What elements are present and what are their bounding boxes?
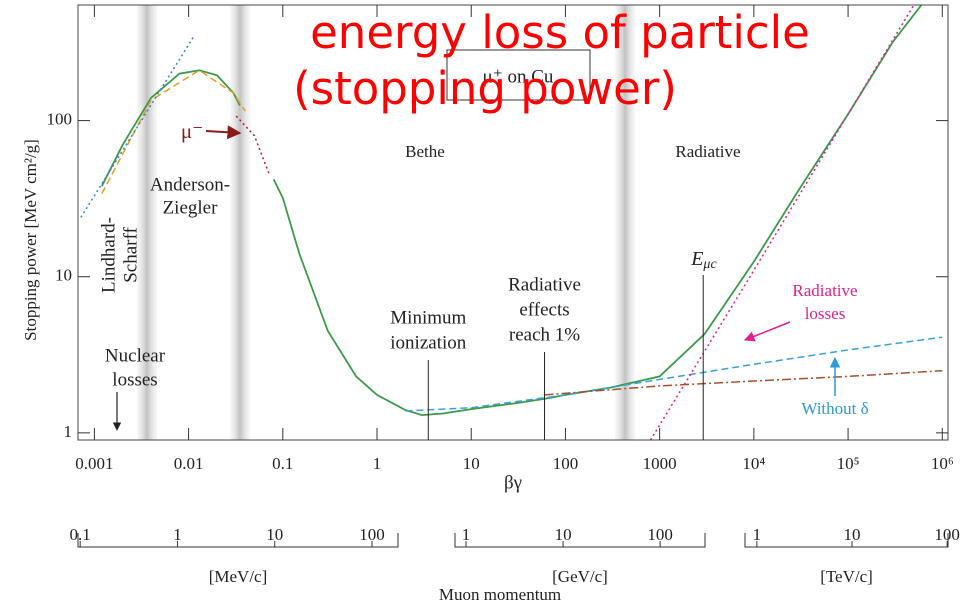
marker-label: Minimum — [390, 307, 466, 328]
region-label: Lindhard- — [98, 217, 119, 293]
x-tick-label: 100 — [553, 454, 579, 473]
momentum-tick-label: 10 — [555, 525, 572, 544]
momentum-tick-label: 1 — [462, 525, 471, 544]
marker-label-main: E — [690, 248, 703, 270]
series-line — [235, 115, 271, 175]
x-tick-label: 10 — [463, 454, 480, 473]
momentum-tick-label: 0.1 — [70, 525, 91, 544]
x-tick-label: 0.01 — [174, 454, 204, 473]
x-tick-label: 1000 — [643, 454, 677, 473]
momentum-tick-label: 100 — [359, 525, 385, 544]
momentum-axis — [744, 533, 949, 548]
region-label: Bethe — [405, 142, 445, 161]
momentum-axis — [77, 533, 399, 548]
series-line — [544, 369, 943, 396]
mu-minus-label: μ⁻ — [181, 119, 203, 143]
region-bands — [137, 5, 635, 440]
momentum-tick-label: 100 — [647, 525, 673, 544]
region-label: Nuclear — [105, 345, 166, 366]
band — [615, 5, 635, 440]
band — [230, 5, 250, 440]
marker-label: ionization — [390, 332, 466, 353]
momentum-axis — [454, 533, 706, 548]
series-line — [80, 35, 195, 218]
title: energy loss of particle — [310, 6, 810, 59]
momentum-unit: [MeV/c] — [209, 567, 268, 586]
marker-label: reach 1% — [509, 324, 580, 345]
box-label: μ⁺ on Cu — [483, 66, 554, 87]
marker-label: Eμc — [690, 248, 717, 273]
x-tick-label: 1 — [373, 454, 382, 473]
title: (stopping power) — [293, 62, 677, 115]
momentum-tick-label: 10 — [266, 525, 283, 544]
x-tick-label: 0.001 — [75, 454, 113, 473]
marker-label: effects — [519, 299, 569, 320]
series-label: losses — [805, 304, 846, 323]
x-axis-label: βγ — [504, 472, 522, 493]
x-tick-label: 10⁵ — [837, 454, 860, 473]
plot-frame — [77, 4, 949, 441]
series-line — [100, 4, 923, 417]
momentum-axis-label: Muon momentum — [439, 585, 561, 604]
label-box — [446, 49, 591, 101]
y-tick-label: 100 — [47, 109, 73, 128]
momentum-unit: [TeV/c] — [820, 567, 873, 586]
marker-label-sub: μc — [702, 257, 717, 272]
x-tick-label: 10⁴ — [742, 454, 765, 473]
arrow — [744, 321, 791, 342]
momentum-tick-label: 1 — [173, 525, 182, 544]
region-label: Scharff — [120, 227, 141, 283]
region-label: Radiative — [675, 142, 740, 161]
momentum-unit: [GeV/c] — [552, 567, 608, 586]
marker-label: Radiative — [508, 274, 581, 295]
series-line — [405, 336, 943, 412]
y-tick-label: 10 — [55, 266, 72, 285]
region-label: losses — [112, 369, 157, 390]
momentum-tick-label: 100 — [934, 525, 960, 544]
arrow — [205, 125, 242, 140]
momentum-tick-label: 10 — [844, 525, 861, 544]
y-tick-label: 1 — [64, 422, 73, 441]
momentum-tick-label: 1 — [753, 525, 762, 544]
region-label: Anderson- — [150, 174, 230, 195]
x-tick-label: 0.1 — [272, 454, 293, 473]
series-label: Radiative — [792, 281, 857, 300]
x-tick-label: 10⁶ — [931, 454, 954, 473]
region-label: Ziegler — [163, 197, 219, 218]
series-label: Without δ — [801, 399, 868, 418]
plot — [80, 4, 943, 441]
y-axis-label: Stopping power [MeV cm²/g] — [21, 139, 40, 341]
